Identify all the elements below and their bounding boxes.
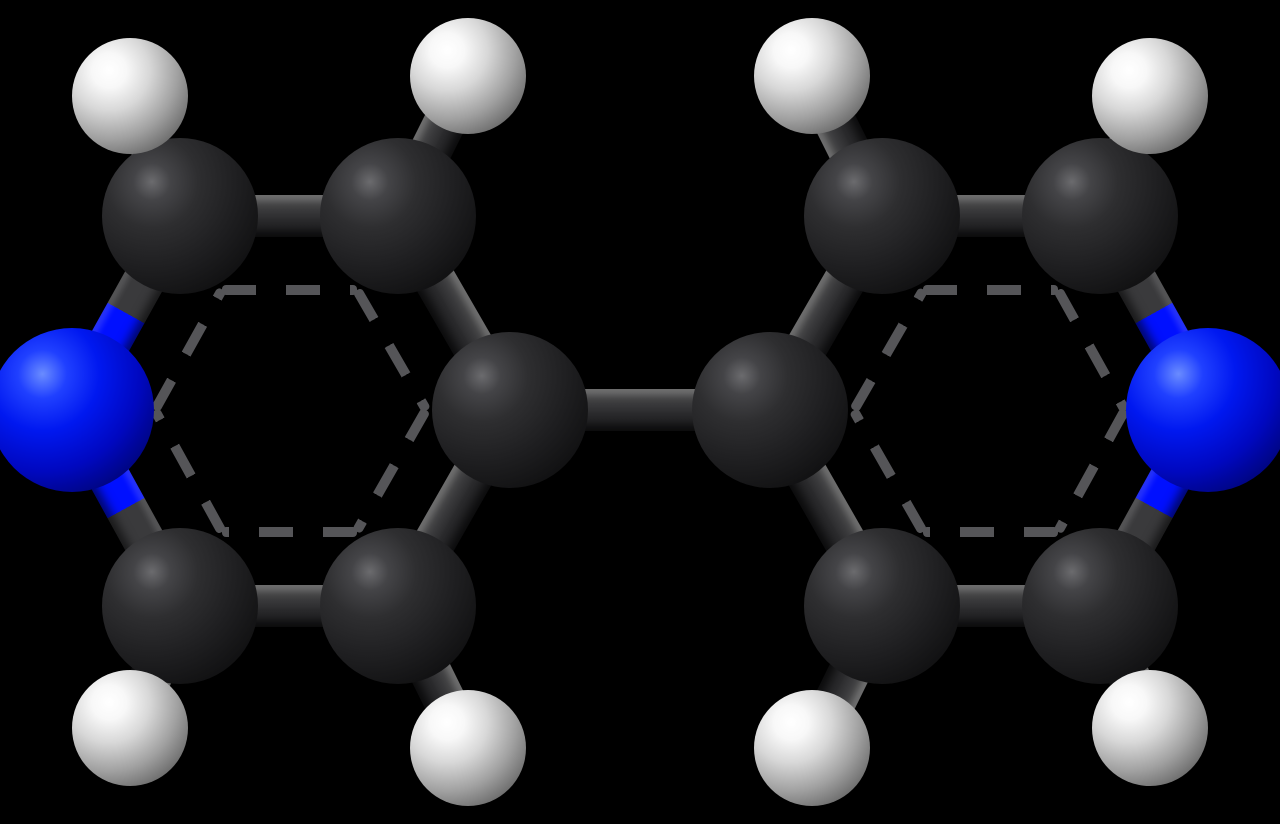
aromatic-dash <box>923 285 1058 295</box>
molecule-canvas <box>0 0 1280 824</box>
aromatic-dash <box>222 527 357 537</box>
aromatic-dash <box>1054 287 1130 412</box>
aromatic-dash <box>353 287 431 412</box>
carbon-atom <box>804 138 960 294</box>
hydrogen-atom <box>754 18 870 134</box>
aromatic-dash <box>150 287 226 412</box>
hydrogen-atom <box>754 690 870 806</box>
carbon-atom <box>320 528 476 684</box>
carbon-atom <box>1022 528 1178 684</box>
hydrogen-atom <box>72 38 188 154</box>
carbon-atom <box>692 332 848 488</box>
nitrogen-atom <box>0 328 154 492</box>
hydrogen-atom <box>1092 38 1208 154</box>
hydrogen-atom <box>72 670 188 786</box>
carbon-atom <box>1022 138 1178 294</box>
aromatic-dash <box>222 285 357 295</box>
aromatic-dash <box>849 408 927 534</box>
carbon-atom <box>804 528 960 684</box>
carbon-atom <box>102 528 258 684</box>
hydrogen-atom <box>1092 670 1208 786</box>
aromatic-dash <box>353 408 431 534</box>
aromatic-dash <box>923 527 1058 537</box>
carbon-atom <box>432 332 588 488</box>
nitrogen-atom <box>1126 328 1280 492</box>
aromatic-dash <box>150 408 226 534</box>
hydrogen-atom <box>410 690 526 806</box>
aromatic-dash <box>1054 408 1130 534</box>
aromatic-dash <box>849 287 927 412</box>
carbon-atom <box>102 138 258 294</box>
carbon-atom <box>320 138 476 294</box>
hydrogen-atom <box>410 18 526 134</box>
